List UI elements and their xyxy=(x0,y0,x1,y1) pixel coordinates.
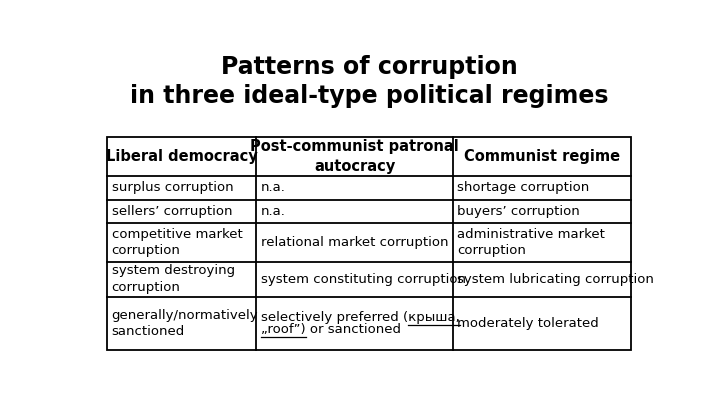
Text: generally/normatively
sanctioned: generally/normatively sanctioned xyxy=(112,309,258,338)
Text: Communist regime: Communist regime xyxy=(464,149,620,164)
Text: shortage corruption: shortage corruption xyxy=(457,181,590,194)
Text: Patterns of corruption
in three ideal-type political regimes: Patterns of corruption in three ideal-ty… xyxy=(130,55,608,109)
Text: relational market corruption: relational market corruption xyxy=(261,236,449,249)
Text: system destroying
corruption: system destroying corruption xyxy=(112,264,235,294)
Text: „roof”) or sanctioned: „roof”) or sanctioned xyxy=(261,323,401,336)
Text: sellers’ corruption: sellers’ corruption xyxy=(112,205,232,218)
Text: system lubricating corruption: system lubricating corruption xyxy=(457,273,654,286)
Text: Liberal democracy: Liberal democracy xyxy=(106,149,258,164)
Bar xyxy=(107,137,631,350)
Text: buyers’ corruption: buyers’ corruption xyxy=(457,205,580,218)
Text: administrative market
corruption: administrative market corruption xyxy=(457,228,606,258)
Text: selectively preferred (крыша,: selectively preferred (крыша, xyxy=(261,311,460,324)
Text: surplus corruption: surplus corruption xyxy=(112,181,233,194)
Text: competitive market
corruption: competitive market corruption xyxy=(112,228,243,258)
Text: system constituting corruption: system constituting corruption xyxy=(261,273,466,286)
Text: n.a.: n.a. xyxy=(261,205,286,218)
Text: n.a.: n.a. xyxy=(261,181,286,194)
Text: Post-communist patronal
autocracy: Post-communist patronal autocracy xyxy=(251,139,459,173)
Text: moderately tolerated: moderately tolerated xyxy=(457,317,599,330)
